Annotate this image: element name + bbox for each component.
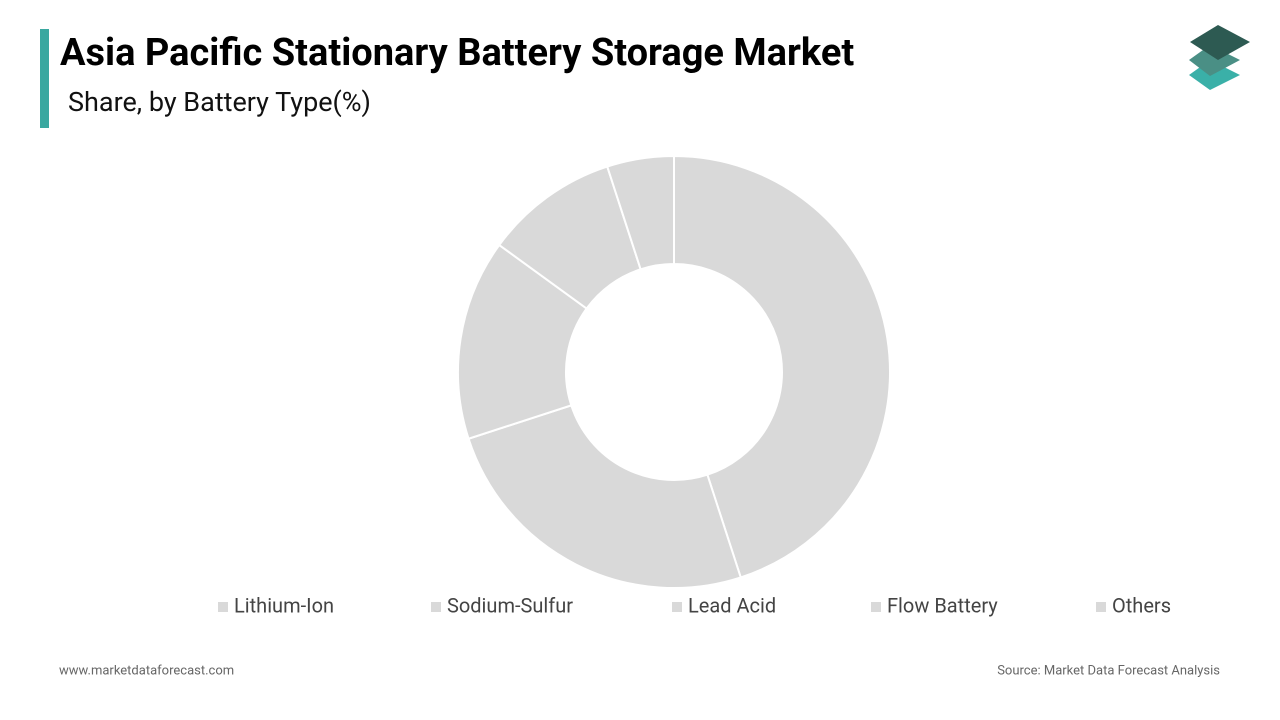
donut-slice xyxy=(673,154,891,579)
title-accent xyxy=(40,29,49,128)
donut-slice xyxy=(605,154,675,271)
legend-swatch xyxy=(672,602,682,612)
donut-slice xyxy=(457,243,589,441)
logo xyxy=(1189,25,1250,90)
legend-swatch xyxy=(218,602,228,612)
legend-swatch xyxy=(1096,602,1106,612)
chart-subtitle: Share, by Battery Type(%) xyxy=(68,86,371,118)
legend-swatch xyxy=(871,602,881,612)
website: www.marketdataforecast.com xyxy=(59,663,234,678)
chart-title: Asia Pacific Stationary Battery Storage … xyxy=(60,31,854,75)
legend-label: Lead Acid xyxy=(688,593,776,617)
legend-label: Flow Battery xyxy=(887,593,998,617)
legend-label: Sodium-Sulfur xyxy=(447,593,573,617)
donut-slice xyxy=(467,404,743,589)
legend-swatch xyxy=(431,602,441,612)
legend-label: Others xyxy=(1112,593,1171,617)
legend-label: Lithium-Ion xyxy=(234,593,334,617)
source: Source: Market Data Forecast Analysis xyxy=(997,663,1220,678)
